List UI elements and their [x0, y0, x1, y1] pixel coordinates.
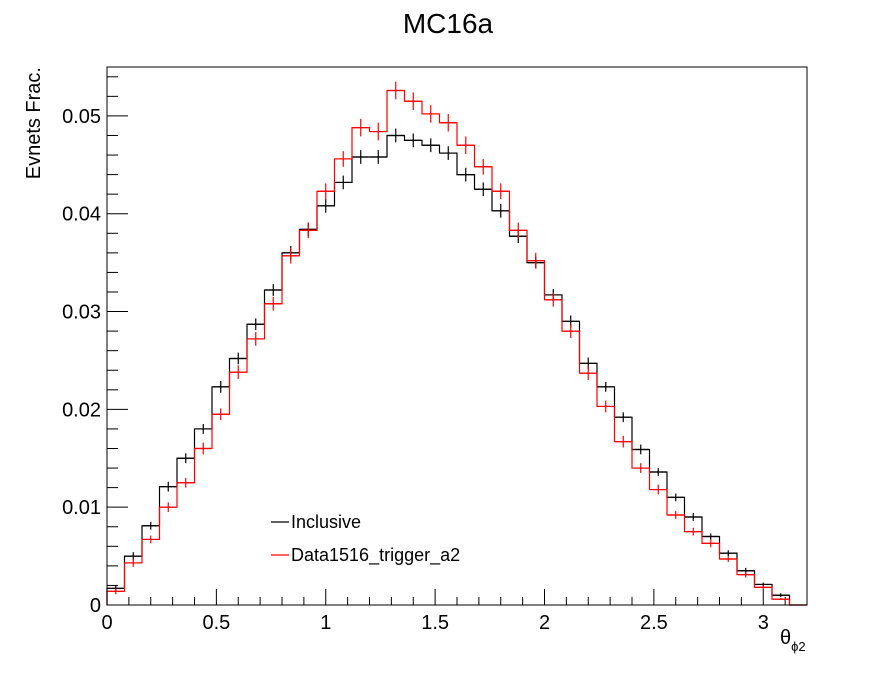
data-point: [405, 133, 422, 148]
data-point: [440, 113, 457, 132]
data-point: [265, 296, 282, 311]
data-point: [370, 150, 387, 164]
data-point: [772, 598, 789, 601]
data-point: [457, 167, 474, 182]
data-point: [422, 138, 439, 153]
data-point: [300, 222, 317, 239]
y-tick-label: 0.02: [62, 399, 101, 421]
data-point: [212, 380, 229, 393]
x-tick-label: 1.5: [421, 612, 449, 634]
data-point: [562, 324, 579, 338]
chart-title: MC16a: [403, 8, 494, 39]
data-point: [685, 513, 702, 521]
data-point: [387, 81, 404, 100]
data-point: [370, 122, 387, 141]
data-point: [580, 366, 597, 381]
data-point: [317, 183, 334, 200]
y-tick-label: 0: [90, 595, 101, 617]
legend-label-data1516: Data1516_trigger_a2: [291, 545, 460, 566]
data-point: [335, 151, 352, 167]
data-point: [475, 182, 492, 197]
x-axis-title: θϕ2: [780, 627, 806, 654]
data-point: [160, 481, 177, 492]
data-point: [702, 539, 719, 548]
y-tick-label: 0.05: [62, 106, 101, 128]
data-point: [510, 222, 527, 239]
data-point: [125, 552, 142, 561]
data-point: [492, 183, 509, 200]
x-tick-label: 3: [758, 612, 769, 634]
data-point: [335, 175, 352, 190]
data-point: [142, 535, 159, 544]
data-point: [195, 442, 212, 455]
data-point: [247, 332, 264, 346]
data-point: [772, 593, 789, 598]
x-axis-title-main: θ: [780, 627, 791, 649]
data-point: [632, 444, 649, 455]
data-point: [755, 585, 772, 590]
data-point: [405, 92, 422, 111]
data-point: [177, 477, 194, 488]
y-tick-label: 0.04: [62, 204, 101, 226]
x-axis-title-subscript: ϕ2: [791, 639, 806, 654]
x-tick-label: 1: [320, 612, 331, 634]
legend: Inclusive Data1516_trigger_a2: [271, 512, 460, 566]
data-point: [125, 559, 142, 567]
data-point: [160, 502, 177, 513]
y-axis-title: Evnets Frac.: [23, 67, 45, 179]
data-point: [527, 252, 544, 269]
data-point: [230, 365, 247, 380]
data-point: [492, 203, 509, 218]
data-point: [615, 412, 632, 423]
data-point: [212, 408, 229, 421]
data-point: [667, 493, 684, 502]
series-data1516-trigger-a2: [106, 81, 807, 606]
data-point: [387, 128, 404, 143]
legend-label-inclusive: Inclusive: [291, 512, 361, 532]
data-point: [545, 292, 562, 307]
data-point: [597, 381, 614, 392]
data-point: [142, 521, 159, 530]
data-point: [615, 435, 632, 448]
data-point: [265, 284, 282, 296]
x-tick-label: 0.5: [202, 612, 230, 634]
data-point: [650, 468, 667, 476]
series-group: [106, 81, 807, 606]
data-point: [457, 136, 474, 155]
data-point: [177, 453, 194, 464]
y-tick-label: 0.03: [62, 302, 101, 324]
data-point: [230, 352, 247, 365]
data-point: [685, 527, 702, 536]
data-point: [632, 463, 649, 473]
data-point: [737, 571, 754, 578]
data-point: [720, 550, 737, 557]
data-point: [317, 199, 334, 213]
data-point: [107, 588, 124, 595]
plot-frame: [106, 66, 808, 606]
data-point: [650, 484, 667, 495]
data-point: [282, 247, 299, 264]
x-tick-label: 2: [539, 612, 550, 634]
data-point: [597, 400, 614, 413]
data-point: [195, 424, 212, 434]
axes: 0 0.5 1 1.5 2 2.5 3 0 0.01 0.02 0.03 0.04 0.05: [62, 76, 808, 634]
data-point: [720, 556, 737, 562]
data-point: [667, 511, 684, 519]
data-point: [422, 105, 439, 123]
data-point: [247, 318, 264, 331]
y-tick-label: 0.01: [62, 497, 101, 519]
data-point: [440, 146, 457, 160]
x-tick-label: 0: [101, 612, 112, 634]
data-point: [352, 150, 369, 164]
data-point: [475, 158, 492, 175]
data-point: [702, 533, 719, 540]
x-tick-label: 2.5: [640, 612, 668, 634]
data-point: [352, 118, 369, 137]
